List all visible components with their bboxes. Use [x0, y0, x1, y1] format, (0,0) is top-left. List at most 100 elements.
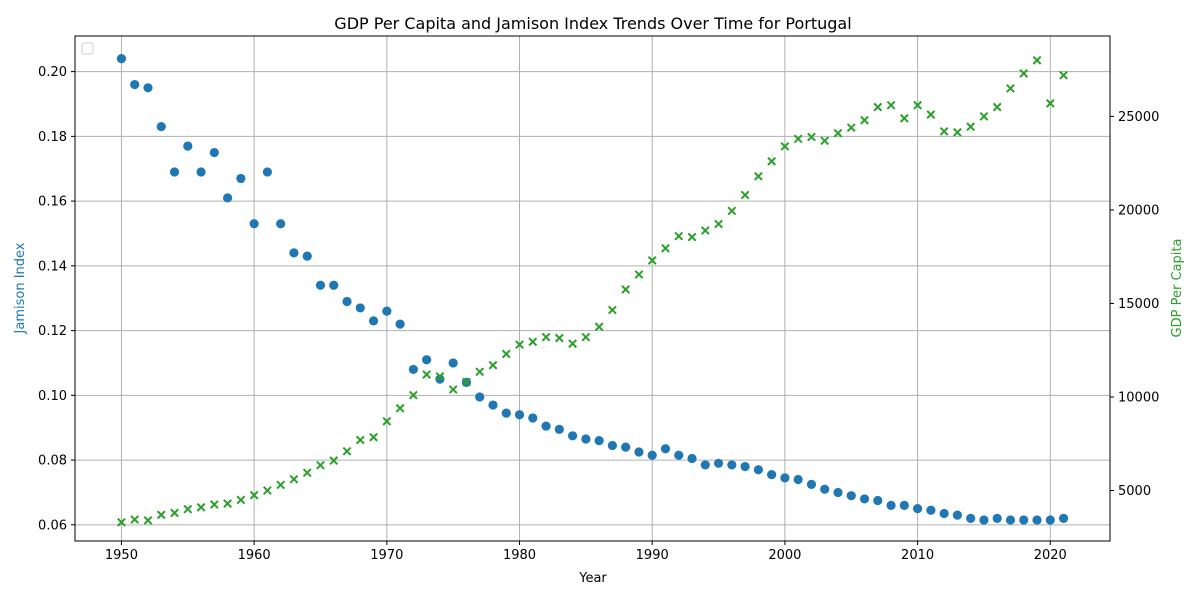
jamison-point: [236, 173, 246, 184]
jamison-point: [873, 495, 883, 506]
gdp-point: [846, 123, 856, 133]
gdp-point: [753, 171, 763, 181]
left-tick-label: 0.06: [38, 518, 67, 533]
gdp-point: [130, 515, 140, 524]
gdp-point: [767, 156, 777, 166]
plot-frame: [74, 35, 1111, 542]
left-tick-label: 0.08: [38, 454, 67, 469]
jamison-point: [116, 54, 127, 64]
left-tick-label: 0.12: [38, 324, 67, 339]
left-axis-label: Jamison Index: [13, 242, 28, 334]
gdp-point: [249, 490, 259, 500]
gdp-point: [143, 516, 153, 525]
jamison-point: [634, 447, 644, 457]
jamison-point: [1032, 515, 1042, 525]
gdp-point: [156, 510, 166, 520]
jamison-point: [475, 392, 485, 402]
jamison-point: [713, 458, 724, 468]
gdp-point: [196, 502, 206, 512]
x-tick-label: 1990: [636, 548, 669, 563]
gdp-point: [833, 128, 843, 138]
gdp-point: [807, 132, 816, 142]
jamison-point: [1005, 515, 1016, 525]
jamison-point: [660, 444, 671, 454]
gdp-point: [992, 102, 1002, 112]
jamison-point: [700, 460, 710, 470]
jamison-point: [169, 167, 180, 177]
x-tick-label: 2010: [901, 548, 934, 563]
gdp-point: [554, 333, 564, 343]
gdp-point: [435, 371, 445, 381]
gdp-point: [939, 126, 949, 136]
jamison-point: [249, 219, 259, 229]
jamison-point: [1019, 515, 1029, 525]
gdp-point: [568, 339, 578, 349]
jamison-point: [355, 303, 365, 313]
jamison-point: [395, 319, 405, 329]
left-tick-label: 0.16: [38, 195, 67, 210]
jamison-point: [767, 470, 777, 480]
jamison-point: [143, 83, 153, 93]
jamison-point: [329, 280, 339, 290]
jamison-point: [528, 413, 538, 423]
gdp-point: [594, 322, 604, 332]
jamison-point: [554, 424, 564, 434]
gdp-point: [1006, 83, 1015, 93]
gdp-point: [1032, 55, 1042, 65]
gdp-point: [515, 340, 524, 350]
gdp-point: [501, 349, 511, 359]
chart-title: GDP Per Capita and Jamison Index Trends …: [334, 14, 851, 33]
gdp-point: [369, 432, 378, 442]
gdp-point: [1045, 98, 1055, 108]
jamison-point: [382, 306, 392, 316]
x-tick-label: 1960: [238, 548, 271, 563]
jamison-point: [541, 421, 551, 431]
jamison-point: [846, 491, 856, 501]
jamison-point: [992, 513, 1002, 523]
grid-lines: [75, 36, 1110, 541]
gdp-point: [607, 305, 617, 315]
gdp-point: [355, 435, 365, 445]
x-tick-label: 1970: [370, 548, 403, 563]
gdp-point: [528, 337, 538, 347]
jamison-point: [514, 410, 525, 420]
gdp-point: [488, 360, 498, 370]
jamison-point: [820, 484, 830, 494]
left-tick-label: 0.10: [38, 389, 67, 404]
gdp-point: [276, 480, 286, 490]
gdp-point: [170, 508, 179, 518]
gdp-point: [342, 446, 352, 456]
x-axis-label: Year: [578, 571, 607, 586]
jamison-point: [408, 364, 418, 375]
gdp-point: [873, 102, 883, 112]
jamison-point: [607, 440, 618, 451]
gdp-point: [926, 110, 936, 119]
gdp-point: [408, 390, 418, 400]
gdp-point: [422, 370, 432, 379]
gdp-point: [209, 500, 219, 509]
right-tick-label: 5000: [1118, 484, 1151, 499]
gdp-point: [395, 403, 405, 413]
jamison-point: [209, 147, 219, 158]
gdp-point: [448, 385, 458, 394]
jamison-point: [422, 355, 432, 365]
gdp-point: [979, 112, 989, 121]
jamison-point: [899, 500, 909, 510]
gdp-point: [581, 332, 591, 342]
jamison-point: [581, 434, 591, 444]
jamison-point: [833, 487, 843, 498]
jamison-point: [488, 400, 498, 410]
jamison-point: [567, 431, 578, 441]
jamison-point: [289, 248, 299, 258]
jamison-point: [806, 479, 817, 489]
jamison-point: [130, 79, 140, 90]
jamison-point: [156, 122, 166, 132]
jamison-point: [621, 442, 631, 452]
jamison-point: [886, 500, 896, 510]
jamison-point: [793, 474, 803, 485]
gdp-point: [860, 115, 869, 125]
jamison-point: [222, 193, 233, 203]
gdp-point: [289, 474, 299, 484]
jamison-point: [368, 316, 379, 326]
jamison-point: [966, 513, 976, 523]
